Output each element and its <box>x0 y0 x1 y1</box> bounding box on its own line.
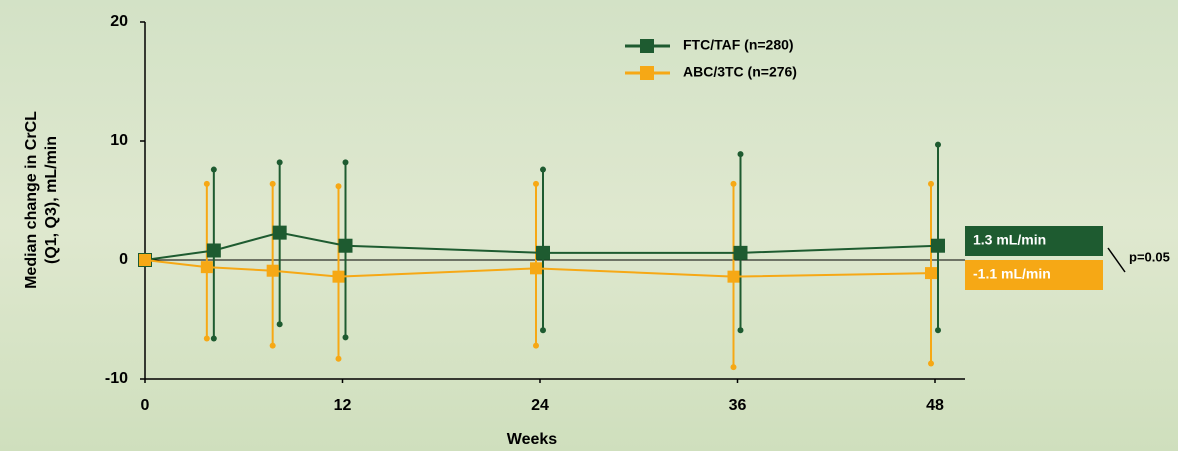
error-cap <box>928 361 934 367</box>
x-tick-label: 36 <box>729 397 747 414</box>
legend-label: FTC/TAF (n=280) <box>683 37 794 53</box>
error-cap <box>935 142 941 148</box>
legend-marker <box>640 39 654 53</box>
error-cap <box>731 181 737 187</box>
marker <box>530 262 542 274</box>
error-cap <box>533 343 539 349</box>
error-cap <box>738 327 744 333</box>
marker <box>273 226 287 240</box>
error-cap <box>211 336 217 342</box>
annotation: 1.3 mL/min <box>973 232 1046 248</box>
error-cap <box>540 327 546 333</box>
error-cap <box>204 181 210 187</box>
legend-label: ABC/3TC (n=276) <box>683 64 797 80</box>
y-tick-label: -10 <box>105 370 128 387</box>
error-cap <box>277 321 283 327</box>
y-axis-title: (Q1, Q3), mL/min <box>43 136 60 264</box>
y-tick-label: 10 <box>110 132 128 149</box>
marker <box>734 246 748 260</box>
error-cap <box>270 181 276 187</box>
error-cap <box>336 183 342 189</box>
error-cap <box>533 181 539 187</box>
x-tick-label: 24 <box>531 397 549 414</box>
error-cap <box>336 356 342 362</box>
error-cap <box>270 343 276 349</box>
marker <box>925 267 937 279</box>
x-tick-label: 0 <box>141 397 150 414</box>
marker <box>931 239 945 253</box>
error-cap <box>731 364 737 370</box>
marker <box>333 271 345 283</box>
error-cap <box>204 336 210 342</box>
page: Weeks Median change in CrCL (Q1, Q3), mL… <box>0 0 1178 451</box>
x-axis-title: Weeks <box>507 431 558 448</box>
annotation: -1.1 mL/min <box>973 266 1051 282</box>
error-cap <box>935 327 941 333</box>
error-cap <box>343 159 349 165</box>
legend-marker <box>640 66 654 80</box>
marker <box>267 265 279 277</box>
marker <box>139 254 151 266</box>
chart: Weeks Median change in CrCL (Q1, Q3), mL… <box>0 0 1178 451</box>
annotation: p=0.05 <box>1129 249 1170 264</box>
error-cap <box>928 181 934 187</box>
marker <box>339 239 353 253</box>
marker <box>728 271 740 283</box>
error-cap <box>211 167 217 173</box>
marker <box>207 243 221 257</box>
marker <box>536 246 550 260</box>
y-tick-label: 0 <box>119 251 128 268</box>
error-cap <box>540 167 546 173</box>
error-cap <box>343 334 349 340</box>
bracket <box>1108 248 1125 272</box>
x-tick-label: 12 <box>334 397 352 414</box>
y-tick-label: 20 <box>110 13 128 30</box>
error-cap <box>277 159 283 165</box>
x-tick-label: 48 <box>926 397 944 414</box>
marker <box>201 261 213 273</box>
y-axis-title: Median change in CrCL <box>23 111 40 289</box>
error-cap <box>738 151 744 157</box>
